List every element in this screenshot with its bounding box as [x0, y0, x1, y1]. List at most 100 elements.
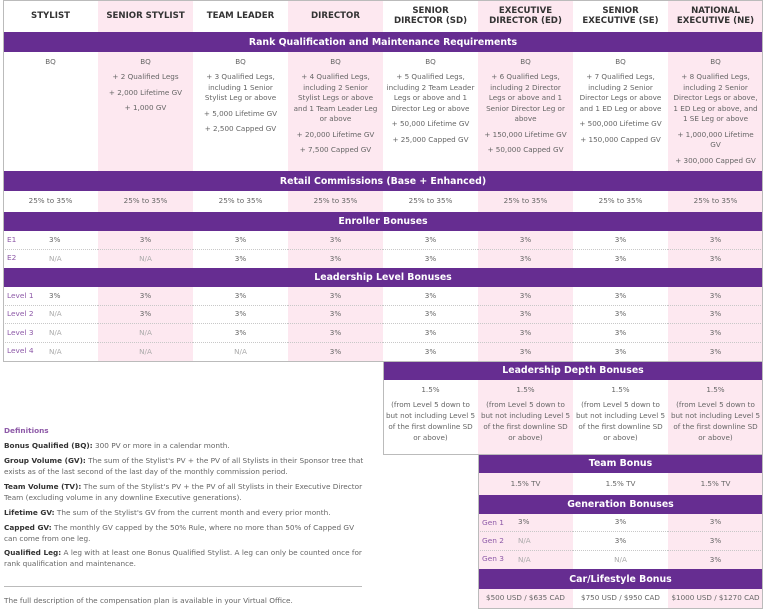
- cell-value: 3%: [234, 234, 247, 244]
- qualification-line: BQ: [140, 57, 151, 66]
- cell-value: 3%: [519, 290, 532, 300]
- cell-value: 3%: [424, 309, 437, 319]
- leadership-cell: 3%: [668, 342, 763, 361]
- leadership-cell: 3%: [288, 305, 383, 324]
- qualification-line: + 150,000 Capped GV: [580, 134, 661, 144]
- cell-value: 3%: [139, 234, 152, 244]
- enroller-cell: 3%: [193, 249, 288, 268]
- cell-value: 25% to 35%: [313, 196, 358, 206]
- cell-value: 3%: [519, 327, 532, 337]
- rank-header: STYLIST: [3, 0, 98, 32]
- qualification-line: BQ: [425, 57, 436, 66]
- cell-value: 3%: [614, 253, 627, 263]
- definition-text: The sum of the Stylist's PV + the PV of …: [4, 481, 363, 502]
- leadership-cell: 3%: [288, 342, 383, 361]
- rank-header: SENIOR EXECUTIVE (SE): [573, 0, 668, 32]
- definition-item: Qualified Leg: A leg with at least one B…: [4, 548, 364, 570]
- definition-item: Capped GV: The monthly GV capped by the …: [4, 523, 364, 545]
- cell-value: 25% to 35%: [218, 196, 263, 206]
- cell-value: 25% to 35%: [693, 196, 738, 206]
- qualification-line: BQ: [710, 57, 721, 66]
- qualification-cell: BQ + 5 Qualified Legs, including 2 Team L…: [383, 52, 478, 171]
- cell-value: 1.5% TV: [700, 478, 731, 488]
- retail-cell: 25% to 35%: [383, 191, 478, 212]
- retail-cell: 25% to 35%: [193, 191, 288, 212]
- qualification-line: BQ: [520, 57, 531, 66]
- qualification-cell: BQ + 6 Qualified Legs, including 2 Direct…: [478, 52, 573, 171]
- cell-value: 3%: [234, 253, 247, 263]
- depth-rate: 1.5%: [706, 385, 725, 394]
- rank-header: TEAM LEADER: [193, 0, 288, 32]
- definitions: Definitions Bonus Qualified (BQ): 300 PV …: [4, 426, 364, 574]
- qualification-line: + 3 Qualified Legs, including 1 Senior S…: [204, 72, 277, 103]
- enroller-cell: 3%: [288, 231, 383, 250]
- cell-value: N/A: [49, 327, 62, 337]
- depth-note: (from Level 5 down to but not including …: [480, 400, 571, 442]
- definitions-title: Definitions: [4, 426, 49, 435]
- leadership-cell: 3%: [573, 342, 668, 361]
- leadership-cell: 3%: [193, 305, 288, 324]
- generation-cell: 3%: [668, 532, 763, 551]
- qualification-line: + 2,500 Capped GV: [204, 124, 277, 134]
- cell-value: 3%: [614, 535, 627, 545]
- divider: [4, 586, 362, 587]
- depth-cell: 1.5% (from Level 5 down to but not includ…: [478, 380, 573, 454]
- cell-value: N/A: [49, 309, 62, 319]
- cell-value: N/A: [49, 346, 62, 356]
- leadership-cell: 3%: [383, 287, 478, 306]
- generation-cell: 3%: [573, 532, 668, 551]
- leadership-cell: 3%: [668, 305, 763, 324]
- row-label: E2: [7, 253, 17, 263]
- team-cell: 1.5% TV: [668, 473, 763, 495]
- retail-cell: 25% to 35%: [3, 191, 98, 212]
- cell-value: N/A: [614, 554, 627, 564]
- cell-value: 3%: [518, 517, 530, 527]
- retail-cell: 25% to 35%: [478, 191, 573, 212]
- cell-value: N/A: [139, 327, 152, 337]
- enroller-cell: 3%: [383, 249, 478, 268]
- cell-value: 3%: [519, 234, 532, 244]
- qualification-cell: BQ + 2 Qualified Legs + 2,000 Lifetime GV +…: [98, 52, 193, 171]
- definition-term: Qualified Leg:: [4, 548, 62, 558]
- cell-value: 3%: [329, 327, 342, 337]
- section-generation-bonuses: Generation Bonuses: [478, 495, 763, 514]
- section-team-bonus: Team Bonus: [478, 454, 763, 473]
- footer-note: The full description of the compensation…: [4, 596, 293, 605]
- cell-value: 3%: [614, 290, 627, 300]
- cell-value: 3%: [424, 290, 437, 300]
- enroller-cell: 3%: [288, 249, 383, 268]
- depth-rate: 1.5%: [516, 385, 535, 394]
- cell-value: 3%: [329, 290, 342, 300]
- leadership-cell: 3%: [573, 305, 668, 324]
- qualification-line: BQ: [615, 57, 626, 66]
- rank-header: SENIOR STYLIST: [98, 0, 193, 32]
- cell-value: N/A: [139, 253, 152, 263]
- cell-value: 3%: [709, 517, 722, 527]
- cell-value: 3%: [709, 535, 722, 545]
- cell-value: $1000 USD / $1270 CAD: [671, 593, 760, 603]
- cell-value: 3%: [709, 327, 722, 337]
- row-label: Level 3: [7, 327, 34, 337]
- leadership-cell: N/A: [193, 342, 288, 361]
- enroller-cell: E2 N/A: [3, 249, 98, 268]
- row-label: Level 2: [7, 309, 34, 319]
- enroller-cell: 3%: [193, 231, 288, 250]
- qualification-line: + 25,000 Capped GV: [392, 134, 469, 144]
- row-label: Level 1: [7, 290, 34, 300]
- generation-cell: Gen 1 3%: [478, 514, 573, 533]
- qualification-cell: BQ + 7 Qualified Legs, including 2 Senior…: [573, 52, 668, 171]
- leadership-cell: 3%: [478, 342, 573, 361]
- cell-value: 3%: [329, 253, 342, 263]
- qualification-line: + 20,000 Lifetime GV: [296, 129, 375, 139]
- cell-value: 3%: [709, 554, 722, 564]
- leadership-cell: 3%: [668, 324, 763, 343]
- leadership-cell: 3%: [478, 287, 573, 306]
- generation-cell: N/A: [573, 550, 668, 569]
- leadership-cell: Level 4 N/A: [3, 342, 98, 361]
- enroller-cell: 3%: [573, 249, 668, 268]
- qualification-line: + 8 Qualified Legs, including 2 Senior D…: [673, 72, 758, 124]
- section-car-lifestyle-bonus: Car/Lifestyle Bonus: [478, 569, 763, 589]
- cell-value: 3%: [709, 234, 722, 244]
- enroller-cell: 3%: [383, 231, 478, 250]
